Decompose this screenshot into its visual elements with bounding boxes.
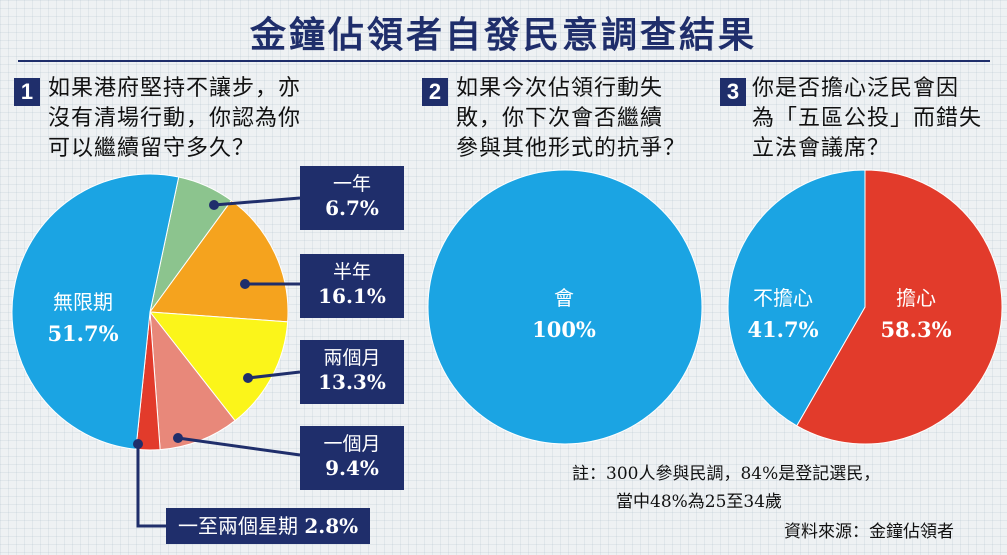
question-3-line-1: 你是否擔心泛民會因 (752, 76, 960, 101)
callout-leader-lines (133, 196, 301, 528)
pie2-slice-1 (427, 169, 703, 445)
slice-label-indefinite-pct: 51.7% (47, 321, 119, 346)
pie3-slice-2 (727, 169, 866, 427)
callout-one-to-two-weeks: 一至兩個星期 2.8% (166, 508, 371, 544)
slice-label-worried-name: 擔心 (896, 286, 936, 310)
title-underline (18, 60, 990, 62)
callout-one-year-pct: 6.7% (325, 196, 379, 220)
pie-chart-1 (11, 173, 289, 451)
page-title: 金鐘佔領者自發民意調查結果 (249, 14, 757, 56)
callout-one-year: 一年 6.7% (300, 166, 404, 230)
leader-dot-one-month (173, 433, 183, 443)
question-3-line-2: 為「五區公投」而錯失 (752, 106, 983, 131)
leader-two-months (247, 370, 301, 380)
question-1-line-2: 沒有清場行動，你認為你 (48, 106, 302, 131)
slice-label-indefinite-name: 無限期 (53, 290, 113, 314)
question-1-text: 如果港府堅持不讓步，亦 沒有清場行動，你認為你 可以繼續留守多久？ (48, 74, 301, 164)
question-1-number: 1 (14, 78, 40, 106)
slice-label-indefinite: 無限期 51.7% (28, 286, 138, 350)
survey-note-line-2: 當中48%為25至34歲 (616, 492, 783, 512)
callout-two-months-label: 兩個月 (323, 347, 381, 369)
survey-note-line-1: 註：300人參與民調，84%是登記選民， (572, 464, 881, 484)
callout-one-month-pct: 9.4% (325, 456, 379, 480)
question-2-line-3: 參與其他形式的抗爭？ (456, 136, 687, 161)
slice-label-worried: 擔心 58.3% (866, 282, 966, 346)
slice-label-yes-name: 會 (554, 286, 574, 310)
question-2-line-2: 敗，你下次會否繼續 (456, 106, 664, 131)
slice-label-not-worried: 不擔心 41.7% (733, 282, 833, 346)
callout-half-year-pct: 16.1% (318, 284, 386, 308)
callout-one-year-label: 一年 (332, 173, 371, 195)
leader-one-month (177, 436, 301, 457)
slice-label-yes-pct: 100% (532, 317, 596, 342)
pie1-slice-2 (149, 199, 289, 323)
callout-two-months: 兩個月 13.3% (300, 340, 404, 404)
pie-chart-2 (427, 169, 703, 445)
pie1-slice-3 (148, 311, 289, 422)
callout-one-to-two-weeks-pct: 2.8% (304, 514, 359, 538)
leader-dot-two-months (243, 373, 253, 383)
question-2-text: 如果今次佔領行動失 敗，你下次會否繼續 參與其他形式的抗爭？ (456, 74, 686, 164)
slice-label-worried-pct: 58.3% (880, 317, 952, 342)
pie1-slice-6 (11, 173, 180, 450)
question-2-line-1: 如果今次佔領行動失 (456, 76, 664, 101)
question-2-number: 2 (422, 78, 448, 106)
data-source: 資料來源：金鐘佔領者 (784, 522, 954, 542)
slice-label-yes: 會 100% (504, 282, 624, 346)
pie-chart-3 (727, 169, 1003, 445)
callout-one-to-two-weeks-label: 一至兩個星期 (178, 514, 298, 538)
question-3-line-3: 立法會議席？ (752, 136, 891, 161)
leader-one-to-two-weeks (136, 444, 166, 528)
question-3-text: 你是否擔心泛民會因 為「五區公投」而錯失 立法會議席？ (752, 74, 982, 164)
leader-dot-one-year (209, 200, 219, 210)
leader-dot-half-year (240, 279, 250, 289)
question-3-number: 3 (720, 78, 746, 106)
callout-one-month: 一個月 9.4% (300, 426, 404, 490)
slice-label-not-worried-name: 不擔心 (753, 286, 813, 310)
callout-one-month-label: 一個月 (323, 433, 381, 455)
question-1-line-3: 可以繼續留守多久？ (48, 136, 256, 161)
leader-one-year (213, 196, 301, 207)
slice-label-not-worried-pct: 41.7% (747, 317, 819, 342)
callout-two-months-pct: 13.3% (318, 370, 386, 394)
question-1-line-1: 如果港府堅持不讓步，亦 (48, 76, 302, 101)
callout-half-year: 半年 16.1% (300, 254, 404, 318)
leader-dot-one-to-two-weeks (133, 439, 143, 449)
pie3-slice-1 (796, 169, 1003, 445)
callout-half-year-label: 半年 (332, 261, 371, 283)
